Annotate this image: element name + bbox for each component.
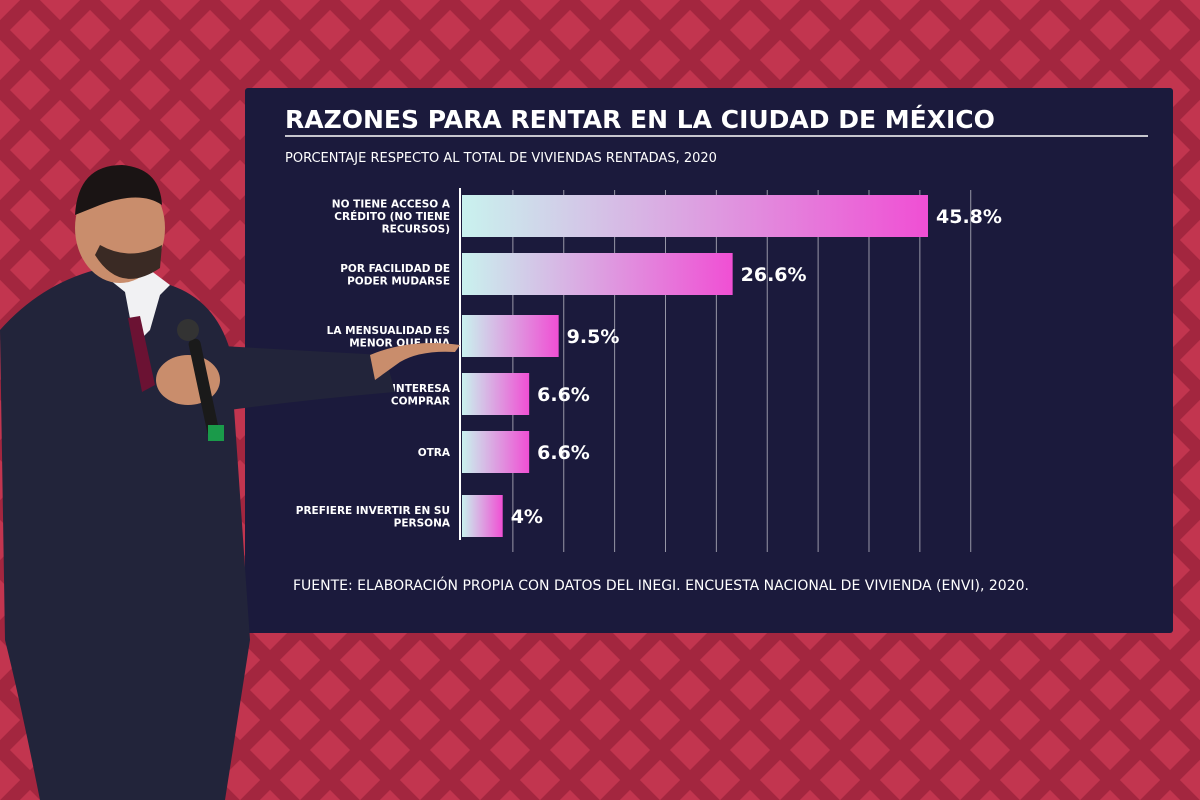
value-label: 6.6% <box>537 384 590 406</box>
speaker-figure <box>0 165 460 800</box>
gridlines <box>512 190 972 552</box>
value-label: 26.6% <box>741 264 807 286</box>
category-label: PERSONA <box>394 517 451 529</box>
category-label: NO TIENE ACCESO A <box>332 199 451 211</box>
bar <box>462 195 928 237</box>
bar <box>462 253 733 295</box>
value-label: 9.5% <box>567 326 620 348</box>
microphone-band <box>208 425 224 441</box>
speaker-shirt <box>110 270 170 345</box>
bar <box>462 315 559 357</box>
category-label: LA MENSUALIDAD ES <box>327 325 450 337</box>
category-label: PREFIERE INVERTIR EN SU <box>296 505 450 517</box>
category-label: CRÉDITO (NO TIENE <box>334 210 450 223</box>
bars <box>462 195 928 537</box>
value-label: 6.6% <box>537 442 590 464</box>
microphone <box>188 338 220 438</box>
value-labels: 45.8% 26.6% 9.5% 6.6% 6.6% 4% <box>511 206 1002 528</box>
value-label: 45.8% <box>936 206 1002 228</box>
microphone-head <box>177 319 199 341</box>
category-label: OTRA <box>418 447 451 459</box>
speaker-beard <box>95 245 162 279</box>
chart-subtitle: PORCENTAJE RESPECTO AL TOTAL DE VIVIENDA… <box>285 151 717 166</box>
speaker-hair <box>75 165 162 215</box>
chart-title: RAZONES PARA RENTAR EN LA CIUDAD DE MÉXI… <box>285 105 995 134</box>
category-label: POR FACILIDAD DE <box>340 263 450 275</box>
category-label: INTERESA <box>392 383 451 395</box>
speaker-arm <box>205 345 395 412</box>
bar <box>462 431 530 473</box>
value-label: 4% <box>511 506 543 528</box>
speaker-tie <box>128 316 155 392</box>
chart-source: FUENTE: ELABORACIÓN PROPIA CON DATOS DEL… <box>293 576 1029 594</box>
speaker-pointing-hand <box>370 342 460 380</box>
category-label: PODER MUDARSE <box>347 275 450 287</box>
category-label: RECURSOS) <box>382 224 450 236</box>
bar <box>462 373 530 415</box>
category-label: COMPRAR <box>391 395 450 407</box>
bar <box>462 495 503 537</box>
